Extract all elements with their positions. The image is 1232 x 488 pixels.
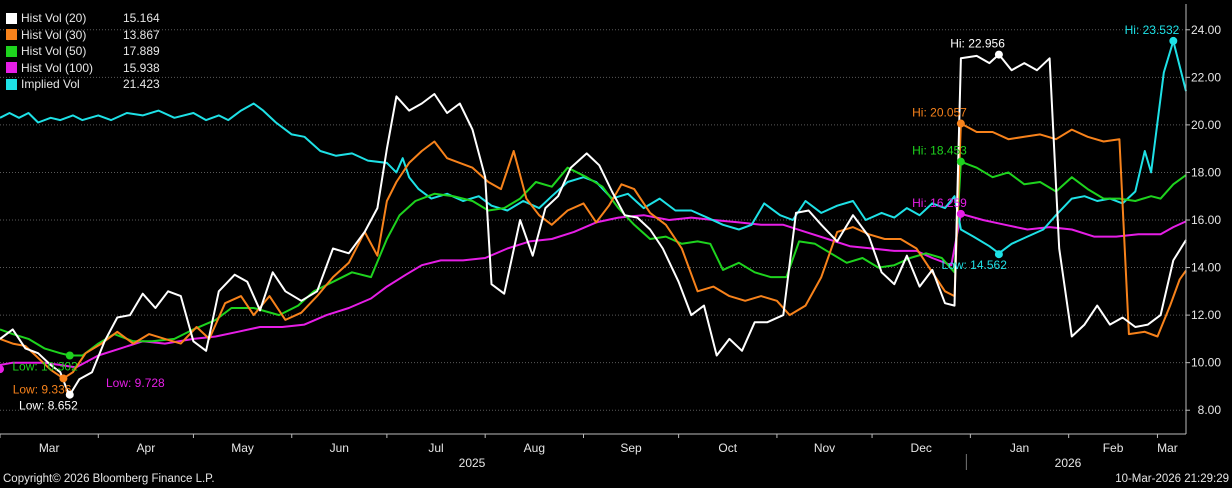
legend-value: 15.164 xyxy=(123,11,160,25)
x-tick-label: Sep xyxy=(620,441,642,455)
y-tick-label: 12.00 xyxy=(1191,308,1221,322)
extreme-label: Hi: 23.532 xyxy=(1125,23,1180,37)
legend-value: 13.867 xyxy=(123,27,160,42)
extreme-label: Hi: 16.259 xyxy=(912,196,967,210)
grid-lines xyxy=(0,29,1186,411)
legend-swatch xyxy=(6,12,17,24)
legend-swatch xyxy=(6,78,17,90)
series-line xyxy=(0,160,1187,357)
extreme-marker xyxy=(65,390,74,399)
legend-value: 15.938 xyxy=(123,60,160,75)
series-line xyxy=(0,53,1187,396)
legend-label: Hist Vol (20) xyxy=(21,11,87,25)
copyright-text: Copyright© 2026 Bloomberg Finance L.P. xyxy=(3,473,215,485)
extreme-marker xyxy=(956,157,965,166)
y-tick-label: 14.00 xyxy=(1191,261,1221,275)
series-line xyxy=(0,122,1187,380)
x-tick-label: Jul xyxy=(428,441,443,455)
extreme-marker xyxy=(956,209,965,218)
y-tick-label: 24.00 xyxy=(1191,23,1221,37)
extreme-marker xyxy=(956,119,965,128)
legend-label: Hist Vol (30) xyxy=(21,27,87,42)
extreme-label: Low: 9.728 xyxy=(106,376,165,390)
legend-item[interactable]: Hist Vol (100) 15.938 xyxy=(6,60,160,77)
y-axis: 8.00 10.00 12.00 14.00 16.00 18.00 20.00 22.00 2… xyxy=(1185,4,1222,434)
timestamp-text: 10-Mar-2026 21:29:29 xyxy=(1115,473,1229,485)
year-label: 2026 xyxy=(1055,456,1082,470)
footer: Copyright© 2026 Bloomberg Finance L.P. 1… xyxy=(0,471,1232,488)
extreme-marker xyxy=(1169,36,1178,45)
extreme-label: Low: 10.302 xyxy=(12,359,78,373)
legend-swatch xyxy=(6,45,17,57)
x-axis: Mar Apr May Jun Jul Aug Sep Oct Nov Dec Jan Feb Mar 2… xyxy=(0,433,1186,470)
legend: Hist Vol (20) 15.164 Hist Vol (30) 13.86… xyxy=(6,10,160,93)
series-line xyxy=(0,212,1187,369)
x-tick-label: Aug xyxy=(524,441,545,455)
hi-low-markers: Hi: 22.956 Hi: 23.532 Hi: 20.057 Hi: 18.453… xyxy=(0,23,1180,413)
legend-item[interactable]: Hist Vol (50) 17.889 xyxy=(6,43,160,60)
extreme-marker xyxy=(994,50,1003,59)
legend-label: Hist Vol (50) xyxy=(21,44,87,58)
x-tick-label: Mar xyxy=(39,441,60,455)
legend-swatch xyxy=(6,62,17,74)
extreme-label: Low: 8.652 xyxy=(19,399,78,413)
y-tick-label: 22.00 xyxy=(1191,70,1221,84)
series-line xyxy=(0,40,1187,255)
legend-value: 17.889 xyxy=(123,44,160,58)
x-tick-label: Jun xyxy=(330,441,349,455)
extreme-label: Hi: 18.453 xyxy=(912,144,967,158)
x-tick-label: Mar xyxy=(1157,441,1178,455)
extreme-label: Low: 14.562 xyxy=(942,258,1008,272)
x-tick-label: Oct xyxy=(718,441,737,455)
legend-swatch xyxy=(6,29,17,41)
legend-item[interactable]: Hist Vol (30) 13.867 xyxy=(6,27,160,44)
extreme-label: Hi: 22.956 xyxy=(950,37,1005,51)
extreme-label: Hi: 20.057 xyxy=(912,106,967,120)
extreme-label: Low: 9.336 xyxy=(13,382,72,396)
extreme-marker xyxy=(0,365,4,374)
extreme-marker xyxy=(65,351,74,360)
y-tick-label: 8.00 xyxy=(1198,403,1222,417)
x-tick-label: Jan xyxy=(1010,441,1029,455)
year-label: 2025 xyxy=(459,456,486,470)
x-tick-label: Nov xyxy=(814,441,835,455)
legend-label: Implied Vol xyxy=(21,77,80,91)
legend-item[interactable]: Implied Vol 21.423 xyxy=(6,76,160,93)
extreme-marker xyxy=(59,374,68,383)
y-tick-label: 10.00 xyxy=(1191,356,1221,370)
y-tick-label: 16.00 xyxy=(1191,213,1221,227)
y-tick-label: 18.00 xyxy=(1191,165,1221,179)
x-tick-label: Apr xyxy=(137,441,156,455)
x-tick-label: Feb xyxy=(1103,441,1124,455)
series-lines xyxy=(0,40,1187,396)
extreme-marker xyxy=(994,250,1003,259)
legend-value: 21.423 xyxy=(123,77,160,91)
x-tick-label: May xyxy=(231,441,254,455)
y-tick-label: 20.00 xyxy=(1191,118,1221,132)
legend-label: Hist Vol (100) xyxy=(21,60,94,75)
x-tick-label: Dec xyxy=(911,441,932,455)
legend-item[interactable]: Hist Vol (20) 15.164 xyxy=(6,10,160,27)
